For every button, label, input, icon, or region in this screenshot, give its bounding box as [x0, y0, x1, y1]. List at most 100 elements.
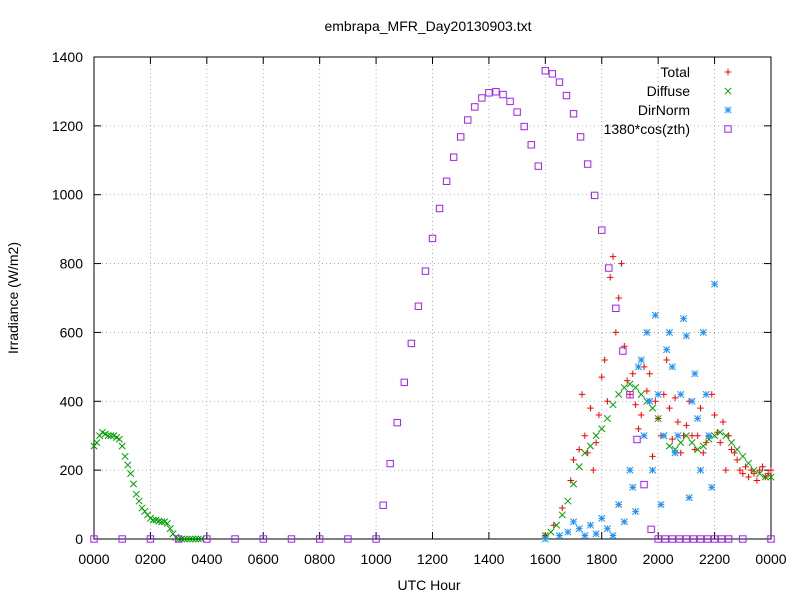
- data-point: [194, 535, 202, 543]
- data-point: [592, 439, 600, 446]
- data-point: [689, 535, 698, 543]
- data-point: [756, 466, 763, 474]
- data-point: [203, 535, 211, 543]
- y-tick-label: 0: [75, 531, 83, 547]
- data-point: [581, 432, 589, 439]
- data-point: [648, 404, 657, 412]
- data-point: [315, 535, 324, 543]
- data-point: [674, 432, 682, 440]
- data-point: [660, 391, 668, 398]
- data-point: [634, 363, 642, 371]
- data-point: [615, 294, 622, 302]
- data-point: [555, 78, 564, 86]
- data-point: [386, 459, 394, 468]
- data-point: [637, 356, 645, 364]
- data-points: [90, 67, 775, 543]
- data-point: [620, 383, 628, 392]
- data-point: [739, 535, 747, 543]
- data-point: [657, 501, 665, 509]
- data-point: [711, 411, 718, 419]
- data-point: [428, 234, 437, 243]
- data-point: [671, 394, 679, 402]
- data-point: [590, 191, 599, 200]
- x-tick-label: 0800: [304, 551, 335, 567]
- x-tick-label: 2000: [643, 551, 674, 567]
- x-tick-label: 1800: [586, 551, 617, 567]
- data-point: [619, 347, 627, 355]
- data-point: [638, 411, 645, 419]
- data-point: [685, 494, 693, 502]
- data-point: [652, 398, 659, 405]
- data-point: [559, 504, 566, 512]
- data-point: [107, 432, 115, 440]
- data-point: [393, 418, 401, 427]
- data-point: [654, 535, 662, 543]
- data-point: [703, 535, 712, 543]
- data-point: [683, 422, 690, 429]
- data-point: [553, 521, 561, 529]
- y-tick-label: 1000: [52, 187, 83, 203]
- data-point: [562, 91, 571, 100]
- data-point: [682, 432, 690, 440]
- data-point: [569, 518, 578, 526]
- data-point: [694, 445, 702, 454]
- x-tick-label: 1600: [530, 551, 561, 567]
- y-tick-label: 600: [60, 324, 84, 340]
- data-point: [710, 535, 719, 543]
- data-point: [666, 404, 673, 412]
- y-tick-label: 200: [60, 462, 84, 478]
- data-point: [682, 332, 690, 340]
- data-point: [722, 466, 730, 474]
- data-point: [135, 497, 143, 505]
- data-point: [442, 177, 451, 185]
- data-point: [379, 501, 387, 509]
- data-point: [663, 356, 670, 364]
- data-point: [575, 525, 583, 533]
- data-point: [612, 304, 620, 313]
- data-point: [717, 439, 724, 446]
- series-3: [541, 280, 719, 543]
- data-point: [287, 535, 296, 543]
- data-point: [129, 480, 138, 488]
- data-point: [609, 401, 617, 409]
- data-point: [750, 466, 758, 474]
- data-point: [435, 204, 444, 213]
- data-point: [124, 461, 132, 469]
- data-point: [609, 532, 617, 540]
- data-point: [649, 453, 656, 460]
- data-point: [590, 466, 597, 474]
- data-point: [691, 370, 699, 378]
- data-point: [598, 425, 606, 433]
- data-point: [575, 463, 583, 471]
- data-point: [400, 378, 408, 387]
- data-point: [648, 466, 657, 474]
- data-point: [640, 480, 648, 489]
- data-point: [186, 535, 194, 543]
- data-point: [700, 449, 707, 457]
- data-point: [520, 122, 528, 131]
- data-point: [733, 456, 741, 464]
- data-point: [626, 466, 634, 474]
- data-point: [570, 456, 577, 464]
- data-point: [464, 116, 472, 124]
- data-point: [632, 383, 640, 392]
- data-point: [671, 445, 679, 454]
- data-point: [492, 88, 500, 96]
- x-tick-label: 0000: [755, 551, 786, 567]
- data-point: [581, 449, 589, 457]
- legend-label: Diffuse: [647, 83, 691, 99]
- legend-marker: [724, 106, 732, 114]
- data-point: [660, 432, 668, 440]
- data-point: [615, 390, 623, 398]
- data-point: [750, 470, 758, 477]
- data-point: [149, 516, 157, 524]
- legend-marker: [724, 87, 732, 95]
- data-point: [174, 535, 183, 543]
- legend-marker: [724, 125, 732, 133]
- data-point: [739, 452, 747, 460]
- data-point: [761, 473, 769, 481]
- data-point: [674, 418, 682, 426]
- data-point: [621, 343, 628, 350]
- data-point: [609, 253, 617, 260]
- data-point: [581, 532, 589, 540]
